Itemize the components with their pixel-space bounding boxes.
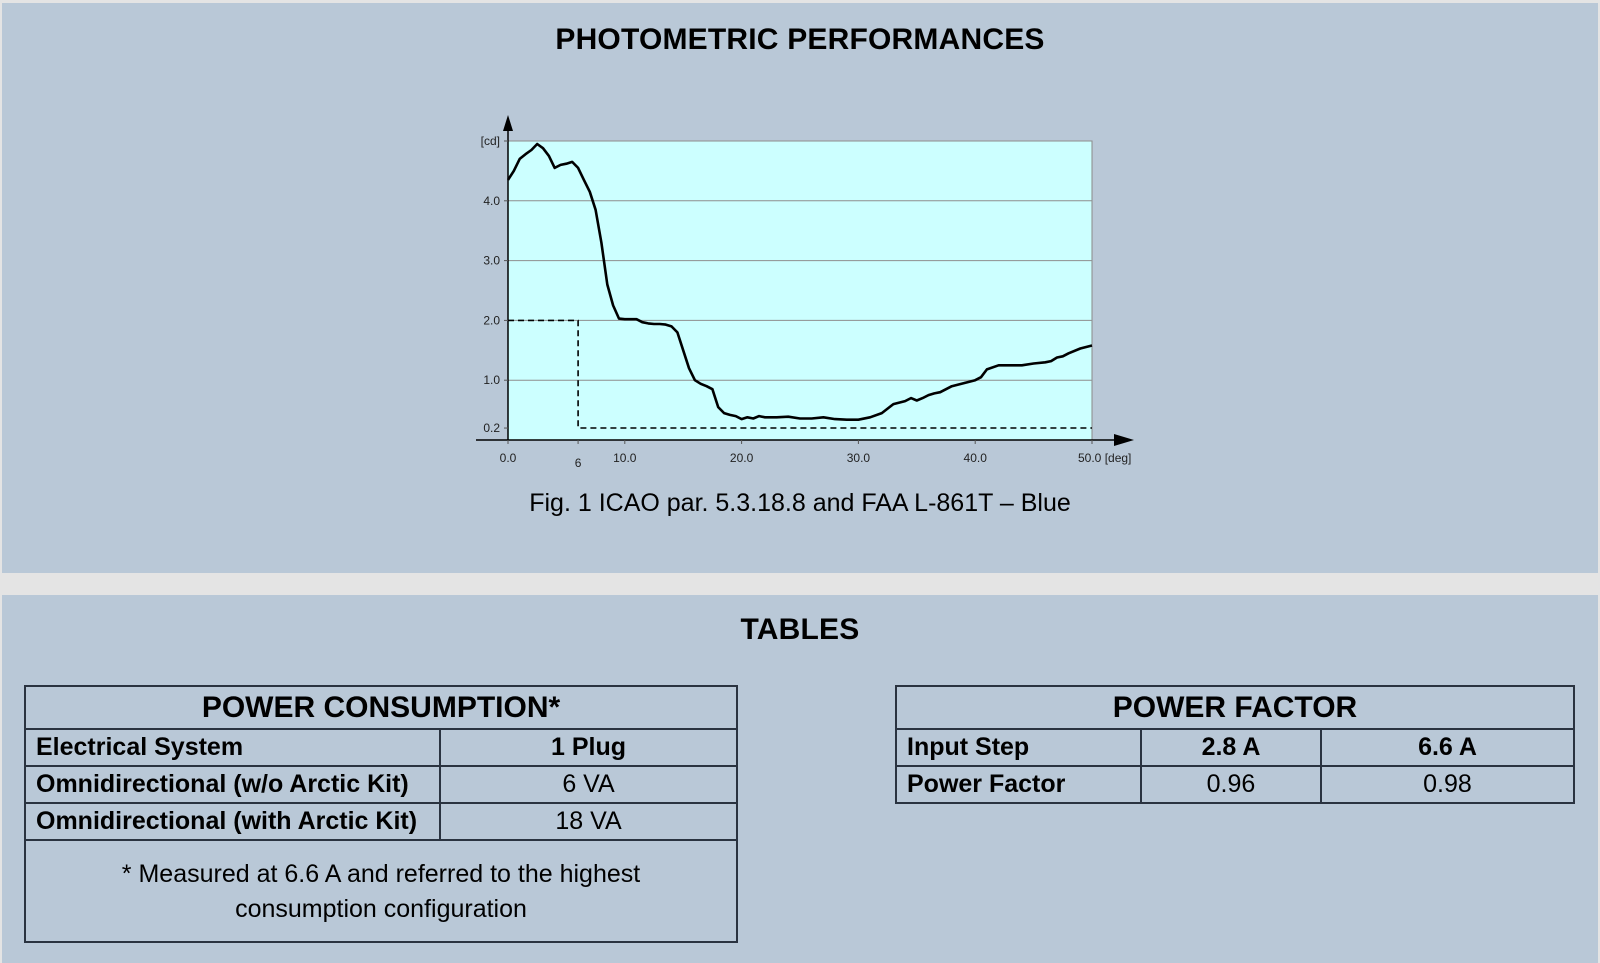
row-value: 6 VA [439, 765, 738, 804]
power-factor-caption: POWER FACTOR [895, 685, 1575, 730]
table-header-row: Input Step 2.8 A 6.6 A [895, 728, 1575, 767]
table-header-row: Electrical System 1 Plug [24, 728, 738, 767]
intensity-curve [506, 142, 1093, 422]
x-tick-label: 40.0 [964, 451, 988, 465]
series-layer [506, 142, 1093, 429]
x-tick-label: 0.0 [500, 451, 517, 465]
table-row: Omnidirectional (with Arctic Kit) 18 VA [24, 802, 738, 841]
header-cell: Input Step [895, 728, 1142, 767]
grid-layer [508, 140, 1092, 381]
y-tick-label: 4.0 [483, 194, 500, 208]
row-value: 18 VA [439, 802, 738, 841]
header-cell: 1 Plug [439, 728, 738, 767]
x-axis-arrow [1114, 434, 1134, 446]
row-label: Omnidirectional (with Arctic Kit) [24, 802, 441, 841]
row-label: Omnidirectional (w/o Arctic Kit) [24, 765, 441, 804]
header-cell: 2.8 A [1140, 728, 1322, 767]
requirement-line [508, 319, 1092, 429]
table-caption-row: POWER CONSUMPTION* [24, 685, 738, 730]
photometric-panel: PHOTOMETRIC PERFORMANCES 0.2 1.0 2.0 3.0 4.0… [2, 3, 1598, 573]
figure-caption: Fig. 1 ICAO par. 5.3.18.8 and FAA L-861T… [529, 489, 1071, 517]
header-cell: Electrical System [24, 728, 441, 767]
table-row: Omnidirectional (w/o Arctic Kit) 6 VA [24, 765, 738, 804]
power-factor-table: POWER FACTOR Input Step 2.8 A 6.6 A Powe… [895, 685, 1575, 804]
power-consumption-caption: POWER CONSUMPTION* [24, 685, 738, 730]
y-axis-arrow [503, 115, 513, 131]
tables-title: TABLES [740, 613, 860, 646]
x-tick-label: 6 [575, 456, 582, 470]
table-note-row: * Measured at 6.6 A and referred to the … [24, 839, 738, 943]
y-tick-label: 2.0 [483, 313, 500, 327]
table-row: Power Factor 0.96 0.98 [895, 765, 1575, 804]
y-tick-label: 1.0 [483, 373, 500, 387]
x-tick-label: 20.0 [730, 451, 754, 465]
row-value: 0.98 [1320, 765, 1575, 804]
ticks-layer: 0.2 1.0 2.0 3.0 4.0 [cd] 0.0 6 10.0 20.0 30.0 40.0 5… [481, 134, 1132, 470]
row-value: 0.96 [1140, 765, 1322, 804]
row-label: Power Factor [895, 765, 1142, 804]
x-tick-label: 10.0 [613, 451, 637, 465]
header-cell: 6.6 A [1320, 728, 1575, 767]
tables-panel: TABLES POWER CONSUMPTION* Electrical Sys… [2, 595, 1598, 963]
y-tick-label: 3.0 [483, 254, 500, 268]
photometric-chart: 0.2 1.0 2.0 3.0 4.0 [cd] 0.0 6 10.0 20.0 30.0 40.0 5… [476, 115, 1134, 470]
table-caption-row: POWER FACTOR [895, 685, 1575, 730]
power-consumption-table: POWER CONSUMPTION* Electrical System 1 P… [24, 685, 738, 943]
y-tick-label: 0.2 [483, 421, 500, 435]
photometric-title: PHOTOMETRIC PERFORMANCES [555, 23, 1045, 56]
axes-layer [476, 115, 1134, 446]
plot-area [507, 140, 1093, 441]
x-tick-label: 50.0 [deg] [1078, 451, 1131, 465]
power-consumption-note: * Measured at 6.6 A and referred to the … [24, 839, 738, 943]
x-tick-label: 30.0 [847, 451, 871, 465]
y-tick-label: [cd] [481, 134, 500, 148]
